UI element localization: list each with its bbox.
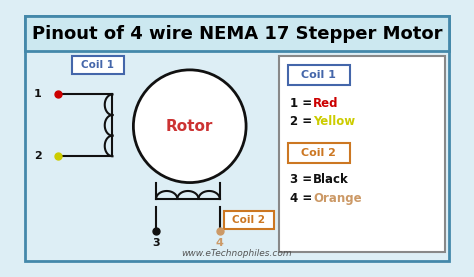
Text: Orange: Orange (313, 191, 362, 204)
Text: 1 =: 1 = (290, 97, 316, 110)
Text: Black: Black (313, 173, 349, 186)
Circle shape (133, 70, 246, 183)
Text: Yellow: Yellow (313, 115, 356, 128)
Bar (279, 56, 445, 252)
Text: Red: Red (313, 97, 339, 110)
Text: 3 =: 3 = (290, 173, 316, 186)
Text: 4 =: 4 = (290, 191, 316, 204)
Text: 4: 4 (216, 238, 224, 248)
Text: Pinout of 4 wire NEMA 17 Stepper Motor: Pinout of 4 wire NEMA 17 Stepper Motor (32, 24, 442, 42)
Bar (288, 65, 350, 85)
Text: www.eTechnophiles.com: www.eTechnophiles.com (182, 249, 292, 258)
Text: Coil 1: Coil 1 (82, 60, 114, 70)
Bar (25, 16, 449, 51)
Bar (72, 56, 124, 75)
Text: 2: 2 (34, 151, 42, 161)
Text: 2 =: 2 = (290, 115, 316, 128)
Text: 1: 1 (34, 89, 42, 99)
Bar (224, 211, 274, 229)
Text: Coil 2: Coil 2 (301, 148, 336, 158)
Text: Rotor: Rotor (166, 119, 213, 134)
Text: 3: 3 (152, 238, 160, 248)
Bar (288, 143, 350, 163)
Text: Coil 2: Coil 2 (232, 215, 265, 225)
Text: Coil 1: Coil 1 (301, 70, 336, 80)
